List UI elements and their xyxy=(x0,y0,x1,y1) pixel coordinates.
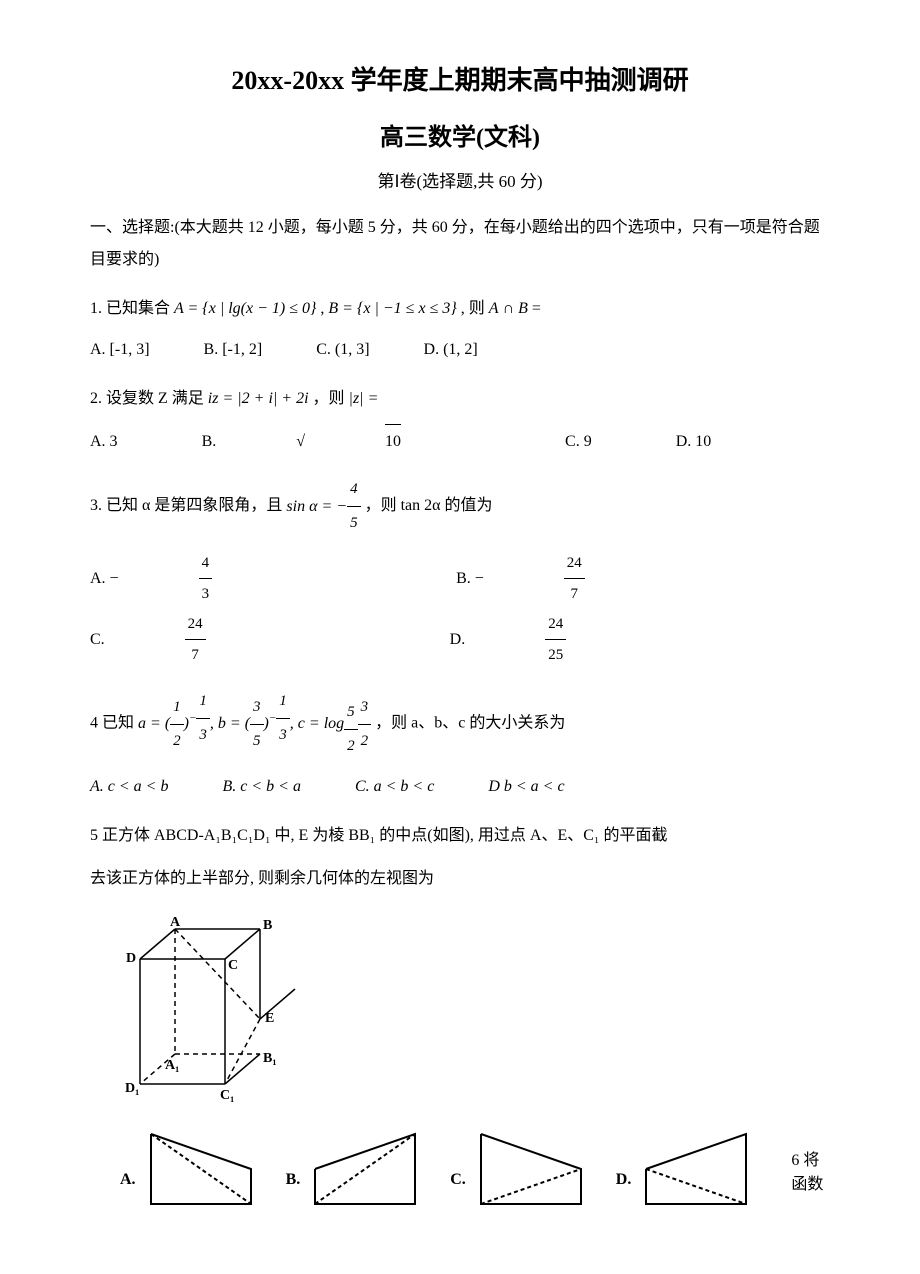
q3-optA-pre: A. − xyxy=(90,563,119,595)
question-1: 1. 已知集合 A = {x | lg(x − 1) ≤ 0} , B = {x… xyxy=(90,291,830,326)
question-2: 2. 设复数 Z 满足 iz = |2 + i| + 2i ，则 |z| = xyxy=(90,381,830,416)
cube-label-A: A xyxy=(170,915,181,930)
question-5-line1: 5 正方体 ABCD-A₁B₁C₁D₁ 中, E 为棱 BB₁ 的中点(如图),… xyxy=(90,818,830,853)
q3-options: A. −43 B. −247 C. 247 D. 2425 xyxy=(90,548,830,670)
q2-optB-val: 10 xyxy=(385,424,401,458)
q3-optC-pre: C. xyxy=(90,624,105,656)
q5-optD-figure: D. xyxy=(616,1129,752,1209)
q5-optD-label: D. xyxy=(616,1171,632,1189)
q4-a-exp-den: 3 xyxy=(196,719,210,752)
q3-optD-num: 24 xyxy=(545,609,566,640)
cube-diagram: A B C D E A₁ B₁ C₁ D₁ xyxy=(120,914,300,1109)
cube-label-B1: B₁ xyxy=(263,1051,277,1066)
q3-text-post: ，则 tan 2α 的值为 xyxy=(365,498,493,515)
cube-label-C1: C₁ xyxy=(220,1088,234,1103)
q3-optA-den: 3 xyxy=(199,579,213,609)
title-main: 20xx-20xx 学年度上期期末高中抽测调研 xyxy=(90,60,830,97)
q3-sin: sin α = −45 xyxy=(286,498,360,515)
q1-options: A. [-1, 3] B. [-1, 2] C. (1, 3] D. (1, 2… xyxy=(90,334,830,366)
q1-optD: D. (1, 2] xyxy=(424,334,478,366)
q4-text-post: ，则 a、b、c 的大小关系为 xyxy=(375,715,565,732)
title-sub: 高三数学(文科) xyxy=(90,117,830,152)
q4-a-base-den: 2 xyxy=(170,725,184,758)
q1-optB: B. [-1, 2] xyxy=(204,334,263,366)
q3-sin-num: 4 xyxy=(347,473,361,507)
q4-optB: B. c < b < a xyxy=(222,771,300,803)
q3-optB-num: 24 xyxy=(564,548,585,579)
q2-optB: B. √10 xyxy=(202,424,481,458)
question-3: 3. 已知 α 是第四象限角，且 sin α = −45 ，则 tan 2α 的… xyxy=(90,473,830,540)
q1-formula-B: B = {x | −1 ≤ x ≤ 3} xyxy=(328,300,456,317)
q4-formula: a = (12)−13, b = (35)−13, c = log5232 xyxy=(138,715,375,732)
q4-a-exp-num: 1 xyxy=(196,685,210,719)
q3-optA: A. − 43 xyxy=(90,548,372,609)
q4-optC: C. a < b < c xyxy=(355,771,434,803)
q3-optD-den: 25 xyxy=(545,640,566,670)
q3-optD: D. 2425 xyxy=(450,609,727,670)
q5-optB-figure: B. xyxy=(286,1129,421,1209)
q3-optB-den: 7 xyxy=(564,579,585,609)
q2-optC: C. 9 xyxy=(565,426,592,458)
q1-formula-A: A = {x | lg(x − 1) ≤ 0} xyxy=(174,300,316,317)
cube-label-C: C xyxy=(228,958,238,973)
cube-label-D1: D₁ xyxy=(125,1081,139,1096)
q3-optB-pre: B. − xyxy=(456,563,484,595)
q3-optC-den: 7 xyxy=(185,640,206,670)
q4-optA: A. c < a < b xyxy=(90,771,168,803)
q3-sin-den: 5 xyxy=(347,507,361,540)
q4-c-arg-num: 3 xyxy=(358,691,372,725)
q2-text-pre: 2. 设复数 Z 满足 xyxy=(90,390,208,407)
cube-label-D: D xyxy=(126,951,136,966)
q3-optC: C. 247 xyxy=(90,609,366,670)
q3-optD-pre: D. xyxy=(450,624,466,656)
instructions: 一、选择题:(本大题共 12 小题，每小题 5 分，共 60 分，在每小题给出的… xyxy=(90,212,830,276)
q1-optC: C. (1, 3] xyxy=(316,334,369,366)
question-5-line2: 去该正方体的上半部分, 则剩余几何体的左视图为 xyxy=(90,861,830,896)
q5-option-figures: A. B. C. D. xyxy=(120,1129,830,1209)
title-section: 第Ⅰ卷(选择题,共 60 分) xyxy=(90,167,830,192)
q2-formula: iz = |2 + i| + 2i xyxy=(208,390,309,407)
q5-optC-figure: C. xyxy=(450,1129,586,1209)
q5-optA-label: A. xyxy=(120,1171,136,1189)
q4-optD: D b < a < c xyxy=(488,771,564,803)
q6-text: 6 将函数 xyxy=(791,1146,830,1194)
q2-options: A. 3 B. √10 C. 9 D. 10 xyxy=(90,424,830,458)
q1-text-post: , 则 A ∩ B = xyxy=(461,300,541,317)
q3-text-pre: 3. 已知 α 是第四象限角，且 xyxy=(90,498,286,515)
q4-b-exp-num: 1 xyxy=(276,685,290,719)
q4-a-base-num: 1 xyxy=(170,691,184,725)
q5-optA-figure: A. xyxy=(120,1129,256,1209)
q1-optA: A. [-1, 3] xyxy=(90,334,150,366)
q2-formula2: |z| = xyxy=(349,390,379,407)
q2-text-mid: ，则 xyxy=(313,390,349,407)
q3-optB: B. − 247 xyxy=(456,548,745,609)
q4-b-base-den: 5 xyxy=(250,725,264,758)
q5-optC-label: C. xyxy=(450,1171,466,1189)
cube-label-E: E xyxy=(265,1011,274,1026)
cube-label-B: B xyxy=(263,918,272,933)
q4-options: A. c < a < b B. c < b < a C. a < b < c D… xyxy=(90,771,830,803)
q4-b-base-num: 3 xyxy=(250,691,264,725)
q2-optB-pre: B. xyxy=(202,426,217,458)
q4-c-arg-den: 2 xyxy=(358,725,372,758)
q4-b-exp-den: 3 xyxy=(276,719,290,752)
q5-optB-label: B. xyxy=(286,1171,301,1189)
question-4: 4 已知 a = (12)−13, b = (35)−13, c = log52… xyxy=(90,685,830,763)
q4-c-base-num: 5 xyxy=(344,696,358,730)
q2-optA: A. 3 xyxy=(90,426,118,458)
q2-optD: D. 10 xyxy=(676,426,712,458)
q1-text-pre: 1. 已知集合 xyxy=(90,300,174,317)
q3-sin-text: sin α = − xyxy=(286,498,347,515)
q4-text-pre: 4 已知 xyxy=(90,715,138,732)
q3-optA-num: 4 xyxy=(199,548,213,579)
q3-optC-num: 24 xyxy=(185,609,206,640)
cube-label-A1: A₁ xyxy=(165,1058,179,1073)
q4-c-base-den: 2 xyxy=(344,730,358,763)
